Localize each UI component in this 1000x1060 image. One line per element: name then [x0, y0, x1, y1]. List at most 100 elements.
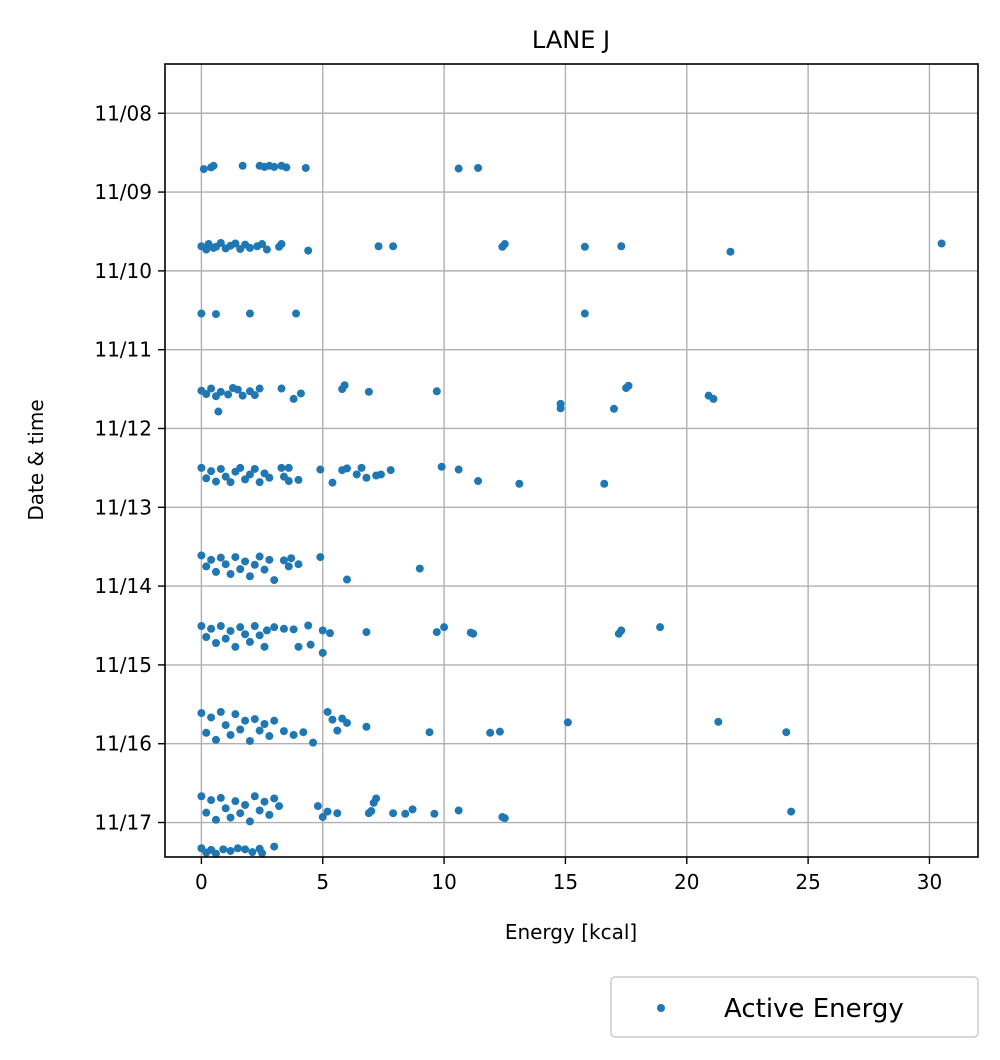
data-point [432, 387, 441, 396]
data-point [241, 475, 250, 484]
data-point [294, 560, 303, 569]
data-point [495, 727, 504, 736]
data-point [221, 560, 230, 569]
data-point [454, 465, 463, 474]
data-point [211, 310, 220, 319]
data-point [469, 629, 478, 638]
data-point [787, 807, 796, 816]
y-tick-label: 11/16 [94, 732, 152, 756]
data-point [401, 809, 410, 818]
data-point [389, 242, 398, 251]
data-point [284, 463, 293, 472]
data-point [313, 802, 322, 811]
legend-label: Active Energy [724, 994, 904, 1024]
chart-title: LANE J [532, 26, 610, 54]
data-point [262, 245, 271, 254]
data-point [362, 628, 371, 637]
data-point [260, 797, 269, 806]
data-point [556, 404, 565, 413]
data-point [277, 463, 286, 472]
data-point [236, 463, 245, 472]
y-tick-label: 11/10 [94, 259, 152, 283]
data-point [726, 247, 735, 256]
data-point [245, 572, 254, 581]
data-point [454, 164, 463, 173]
data-point [277, 240, 286, 249]
data-point [197, 709, 206, 718]
data-point [656, 623, 665, 632]
data-point [197, 309, 206, 318]
data-point [376, 470, 385, 479]
data-point [260, 720, 269, 729]
x-tick-label: 30 [917, 870, 942, 894]
data-point [216, 464, 225, 473]
data-point [437, 462, 446, 471]
data-point [199, 165, 208, 174]
data-point [624, 381, 633, 390]
data-point [248, 848, 257, 857]
data-point [245, 470, 254, 479]
data-point [316, 465, 325, 474]
data-point [294, 642, 303, 651]
data-point [202, 474, 211, 483]
data-point [265, 732, 274, 741]
data-point [617, 626, 626, 635]
data-point [211, 735, 220, 744]
data-point [221, 634, 230, 643]
data-point [279, 727, 288, 736]
data-point [432, 628, 441, 637]
data-point [255, 726, 264, 735]
data-point [265, 473, 274, 482]
data-point [250, 792, 259, 801]
data-point [216, 387, 225, 396]
data-point [270, 162, 279, 171]
data-point [241, 801, 250, 810]
data-point [211, 567, 220, 576]
data-point [937, 239, 946, 248]
data-point [233, 385, 242, 394]
y-tick-label: 11/09 [94, 180, 152, 204]
data-point [241, 630, 250, 639]
data-point [197, 622, 206, 631]
y-tick-label: 11/12 [94, 416, 152, 440]
data-point [323, 707, 332, 716]
data-point [600, 479, 609, 488]
data-point [258, 849, 267, 858]
data-point [233, 844, 242, 853]
data-point [231, 797, 240, 806]
data-point [207, 796, 216, 805]
data-point [500, 814, 509, 823]
data-point [343, 575, 352, 584]
data-point [255, 552, 264, 561]
data-point [316, 553, 325, 562]
data-point [362, 473, 371, 482]
data-point [250, 560, 259, 569]
data-point [474, 163, 483, 172]
data-point [609, 404, 618, 413]
data-point [226, 570, 235, 579]
data-point [241, 716, 250, 725]
data-point [408, 805, 417, 814]
data-point [238, 391, 247, 400]
y-tick-label: 11/15 [94, 653, 152, 677]
data-point [226, 813, 235, 822]
data-point [326, 629, 335, 638]
data-point [207, 555, 216, 564]
data-point [340, 381, 349, 390]
data-point [238, 161, 247, 170]
data-point [374, 242, 383, 251]
data-point [270, 794, 279, 803]
data-point [486, 728, 495, 737]
data-point [207, 467, 216, 476]
data-point [221, 804, 230, 813]
data-point [202, 390, 211, 399]
data-point [231, 642, 240, 651]
data-point [245, 736, 254, 745]
data-point [454, 806, 463, 815]
data-point [226, 730, 235, 739]
data-point [221, 721, 230, 730]
y-tick-label: 11/14 [94, 574, 152, 598]
data-point [328, 478, 337, 487]
y-tick-label: 11/17 [94, 811, 152, 835]
data-point [364, 387, 373, 396]
